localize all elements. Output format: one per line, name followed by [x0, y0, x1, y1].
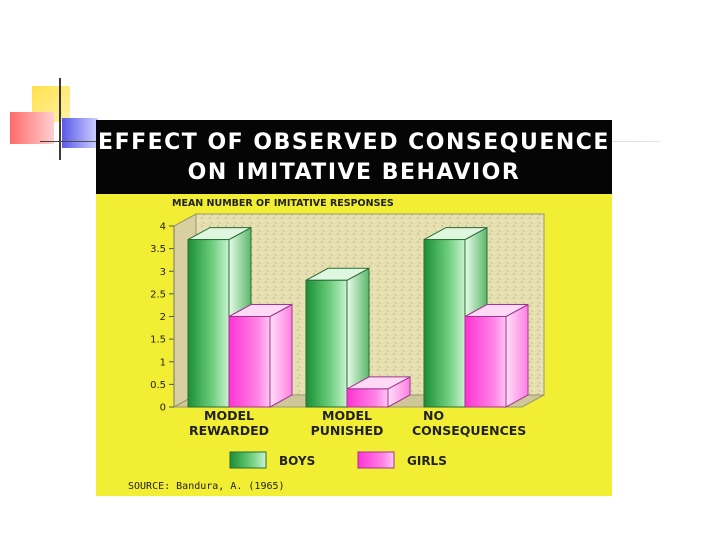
bar-girls-1 — [228, 316, 271, 408]
bar-boys-1 — [187, 239, 230, 408]
y-tick-label: 0 — [160, 403, 166, 414]
y-tick-label: 3 — [160, 267, 166, 278]
legend-label-girls: GIRLS — [407, 454, 447, 468]
y-tick-label: 2.5 — [150, 289, 166, 300]
category-label-3a: NO — [423, 408, 444, 423]
category-label-2b: PUNISHED — [311, 423, 384, 438]
category-label-2a: MODEL — [322, 408, 372, 423]
y-tick-label: 4 — [160, 222, 166, 233]
y-tick-label: 3.5 — [150, 244, 166, 255]
y-tick-label: 1 — [160, 357, 166, 368]
chart-title-line-2: ON IMITATIVE BEHAVIOR — [187, 160, 521, 185]
bar-girls-2 — [346, 388, 389, 408]
bar-chart: MEAN NUMBER OF IMITATIVE RESPONSES 0 0.5 1… — [128, 198, 545, 492]
y-tick-label: 1.5 — [150, 335, 166, 346]
bar-girls-3-side — [505, 303, 529, 408]
y-axis-label: MEAN NUMBER OF IMITATIVE RESPONSES — [172, 198, 394, 209]
bar-series — [187, 226, 529, 408]
chart-figure: EFFECT OF OBSERVED CONSEQUENCE ON IMITAT… — [96, 120, 612, 496]
category-label-3b: CONSEQUENCES — [412, 423, 526, 438]
chart-title-bar: EFFECT OF OBSERVED CONSEQUENCE ON IMITAT… — [96, 120, 612, 194]
decor-vertical-line — [59, 78, 61, 160]
chart-title-line-1: EFFECT OF OBSERVED CONSEQUENCE — [98, 130, 610, 155]
bar-boys-2 — [305, 279, 348, 408]
bar-boys-3 — [423, 239, 466, 408]
source-note: SOURCE: Bandura, A. (1965) — [128, 481, 285, 492]
category-label-1b: REWARDED — [189, 423, 269, 438]
y-tick-label: 0.5 — [150, 380, 166, 391]
legend-swatch-girls — [357, 451, 395, 469]
decor-blue-square — [62, 118, 98, 148]
decor-red-square — [10, 112, 54, 144]
y-axis-ticks: 0 0.5 1 1.5 2 2.5 3 3.5 4 — [150, 222, 175, 414]
legend-label-boys: BOYS — [279, 454, 315, 468]
bar-girls-3 — [464, 316, 507, 408]
category-label-1a: MODEL — [204, 408, 254, 423]
y-tick-label: 2 — [160, 312, 166, 323]
bar-girls-1-side — [269, 303, 293, 408]
legend-swatch-boys — [229, 451, 267, 469]
